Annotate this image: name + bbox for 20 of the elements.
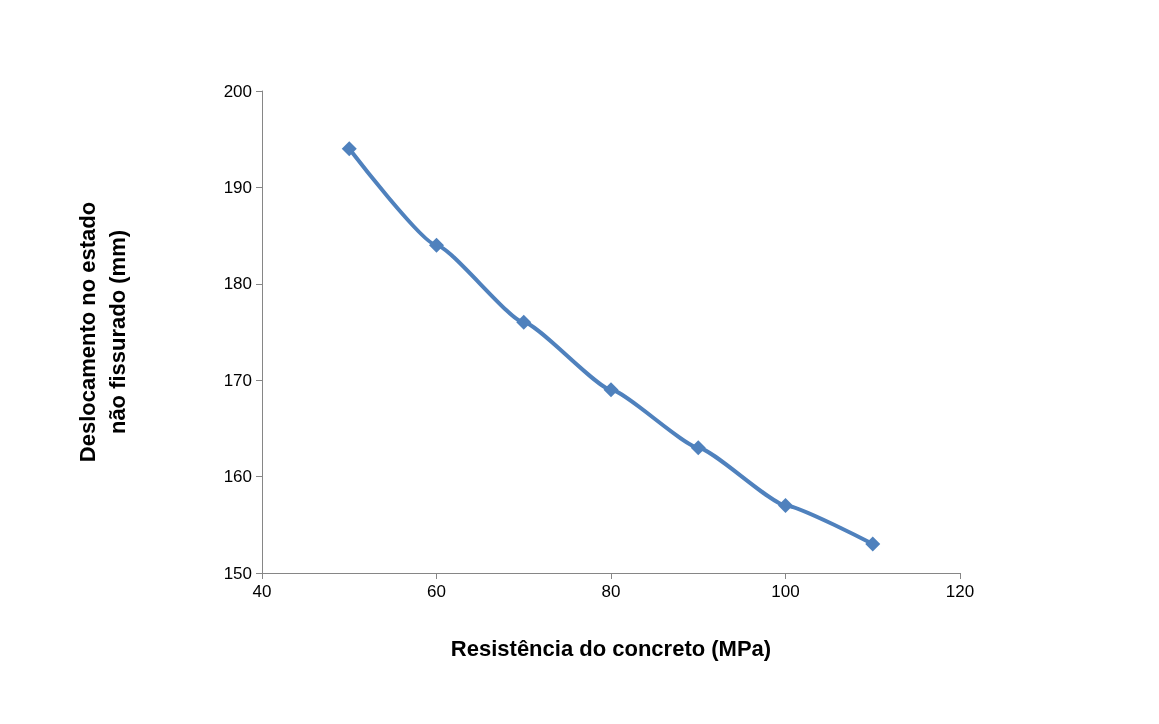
point <box>429 237 444 253</box>
point <box>690 440 706 456</box>
point <box>516 314 532 330</box>
x-tick-label: 60 <box>427 582 446 601</box>
x-tick-label: 80 <box>601 582 621 601</box>
point <box>341 141 357 157</box>
y-tick-label: 160 <box>223 467 252 487</box>
y-tick-label: 200 <box>223 81 252 101</box>
y-axis-title: Deslocamento no estado não fissurado (mm) <box>74 201 130 463</box>
x-tick-label: 40 <box>252 582 272 601</box>
point <box>778 498 793 514</box>
y-tick-label: 170 <box>223 370 252 390</box>
y-tick-label: 180 <box>223 274 252 294</box>
y-tick-label: 150 <box>223 563 252 583</box>
y-tick-label: 190 <box>223 177 252 197</box>
x-tick-label: 120 <box>945 582 975 601</box>
x-tick-label: 100 <box>771 582 800 601</box>
point <box>865 536 881 552</box>
x-axis-title: Resistência do concreto (MPa) <box>450 635 772 661</box>
point <box>603 382 619 398</box>
